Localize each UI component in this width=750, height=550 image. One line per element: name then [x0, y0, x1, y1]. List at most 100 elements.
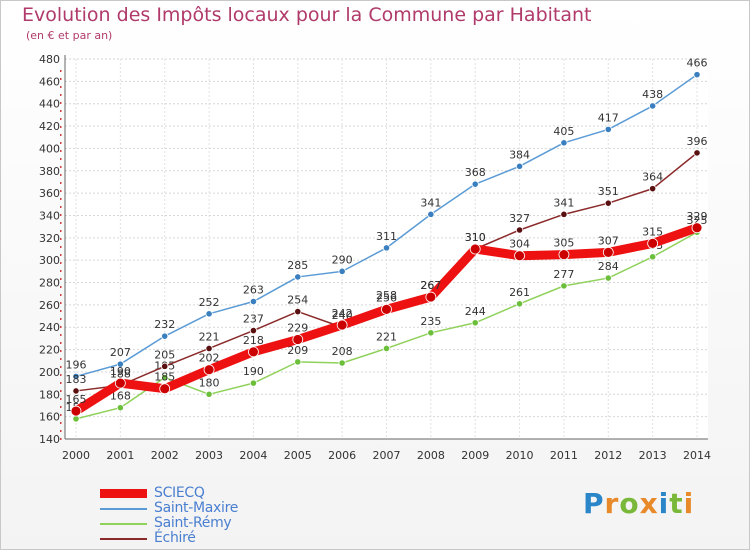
axis-marker [60, 214, 62, 216]
data-label-sciecq: 329 [687, 210, 708, 223]
x-tick-label: 2009 [461, 449, 489, 462]
data-label-sciecq: 190 [110, 365, 131, 378]
legend-item-echire: Échiré [100, 530, 340, 546]
data-label-saint-remy: 180 [199, 376, 220, 389]
logo-letter: o [619, 487, 640, 520]
axis-marker [60, 374, 62, 376]
legend-item-sciecq: SCIECQ [100, 485, 340, 501]
data-point-saint-remy [560, 282, 568, 290]
data-label-saint-maxire: 290 [332, 253, 353, 266]
logo-letter: i [683, 487, 695, 520]
data-label-saint-maxire: 466 [687, 57, 708, 70]
axis-marker [60, 286, 62, 288]
x-tick-label: 2006 [328, 449, 356, 462]
data-label-saint-maxire: 285 [287, 259, 308, 272]
data-point-saint-maxire [161, 332, 169, 340]
axis-marker [60, 310, 62, 312]
data-point-sciecq [425, 291, 437, 303]
axis-marker [60, 318, 62, 320]
y-tick-label: 160 [39, 411, 60, 424]
data-point-sciecq [647, 238, 659, 249]
axis-marker [60, 150, 62, 152]
axis-marker [60, 358, 62, 360]
data-label-saint-remy: 221 [376, 330, 397, 343]
data-point-sciecq [381, 303, 392, 315]
data-label-saint-maxire: 232 [154, 318, 175, 331]
data-label-sciecq: 185 [154, 371, 175, 384]
data-label-saint-remy: 325 [687, 214, 708, 227]
data-point-sciecq [469, 243, 481, 255]
axis-marker [60, 166, 62, 168]
data-point-saint-maxire [515, 162, 524, 170]
data-label-saint-remy: 168 [110, 390, 131, 403]
axis-marker [60, 262, 62, 264]
data-label-echire: 205 [154, 348, 175, 361]
axis-marker [60, 254, 62, 256]
axis-marker [60, 70, 62, 72]
data-point-echire [72, 387, 80, 395]
data-point-sciecq [292, 334, 304, 345]
logo-letter: i [658, 487, 670, 520]
data-label-echire: 310 [465, 231, 486, 244]
y-tick-label: 480 [39, 53, 60, 66]
data-point-echire [649, 185, 657, 193]
axis-marker [60, 142, 62, 144]
data-label-echire: 188 [110, 367, 131, 380]
data-point-echire [693, 149, 701, 157]
data-label-echire: 341 [553, 196, 574, 209]
data-point-sciecq [514, 250, 525, 262]
data-point-sciecq [70, 405, 82, 417]
axis-marker [60, 278, 62, 280]
axis-marker [60, 206, 62, 208]
axis-marker [60, 270, 62, 272]
legend-label-echire: Échiré [154, 530, 196, 546]
data-point-saint-maxire [471, 180, 479, 188]
axis-marker [60, 294, 62, 296]
legend-item-saint-maxire: Saint-Maxire [100, 500, 340, 516]
y-tick-label: 280 [39, 277, 60, 290]
data-label-saint-maxire: 311 [376, 230, 397, 243]
data-point-saint-maxire [693, 71, 701, 79]
data-label-saint-remy: 277 [553, 268, 574, 281]
axis-marker [60, 334, 62, 336]
y-tick-label: 360 [39, 187, 60, 200]
legend-item-saint-remy: Saint-Rémy [100, 515, 340, 531]
axis-marker [60, 390, 62, 392]
y-tick-label: 240 [39, 321, 60, 334]
data-label-saint-remy: 235 [420, 315, 441, 328]
legend-swatch-echire [100, 538, 147, 540]
data-label-saint-remy: 261 [509, 286, 530, 299]
data-label-saint-maxire: 252 [199, 296, 220, 309]
data-label-saint-maxire: 196 [66, 358, 87, 371]
proxiti-logo: Proxiti [583, 487, 694, 520]
data-label-echire: 221 [199, 330, 220, 343]
y-tick-label: 340 [39, 209, 60, 222]
axis-marker [60, 350, 62, 352]
chart-subtitle: (en € et par an) [26, 29, 113, 42]
y-tick-label: 400 [39, 142, 60, 155]
data-label-saint-maxire: 368 [465, 166, 486, 179]
data-point-saint-remy [604, 274, 612, 282]
y-tick-label: 260 [39, 299, 60, 312]
data-point-saint-remy [161, 373, 169, 382]
axis-marker [60, 110, 62, 112]
axis-marker [60, 118, 62, 120]
data-point-sciecq [114, 377, 126, 389]
data-label-saint-remy: 209 [287, 344, 308, 357]
legend-label-saint-maxire: Saint-Maxire [154, 500, 239, 516]
y-tick-label: 420 [39, 120, 60, 133]
axis-marker [60, 326, 62, 328]
data-label-sciecq: 307 [598, 234, 619, 247]
data-label-echire: 327 [509, 212, 530, 225]
data-point-saint-remy [72, 415, 80, 423]
data-label-echire: 351 [598, 185, 619, 198]
axis-marker [60, 86, 62, 88]
axis-marker [60, 302, 62, 304]
x-tick-label: 2003 [195, 449, 223, 462]
axis-marker [60, 134, 62, 136]
data-point-sciecq [248, 346, 259, 358]
data-label-sciecq: 256 [376, 291, 397, 304]
data-point-saint-remy [649, 253, 657, 261]
x-tick-label: 2007 [373, 449, 401, 462]
data-point-echire [604, 199, 612, 207]
